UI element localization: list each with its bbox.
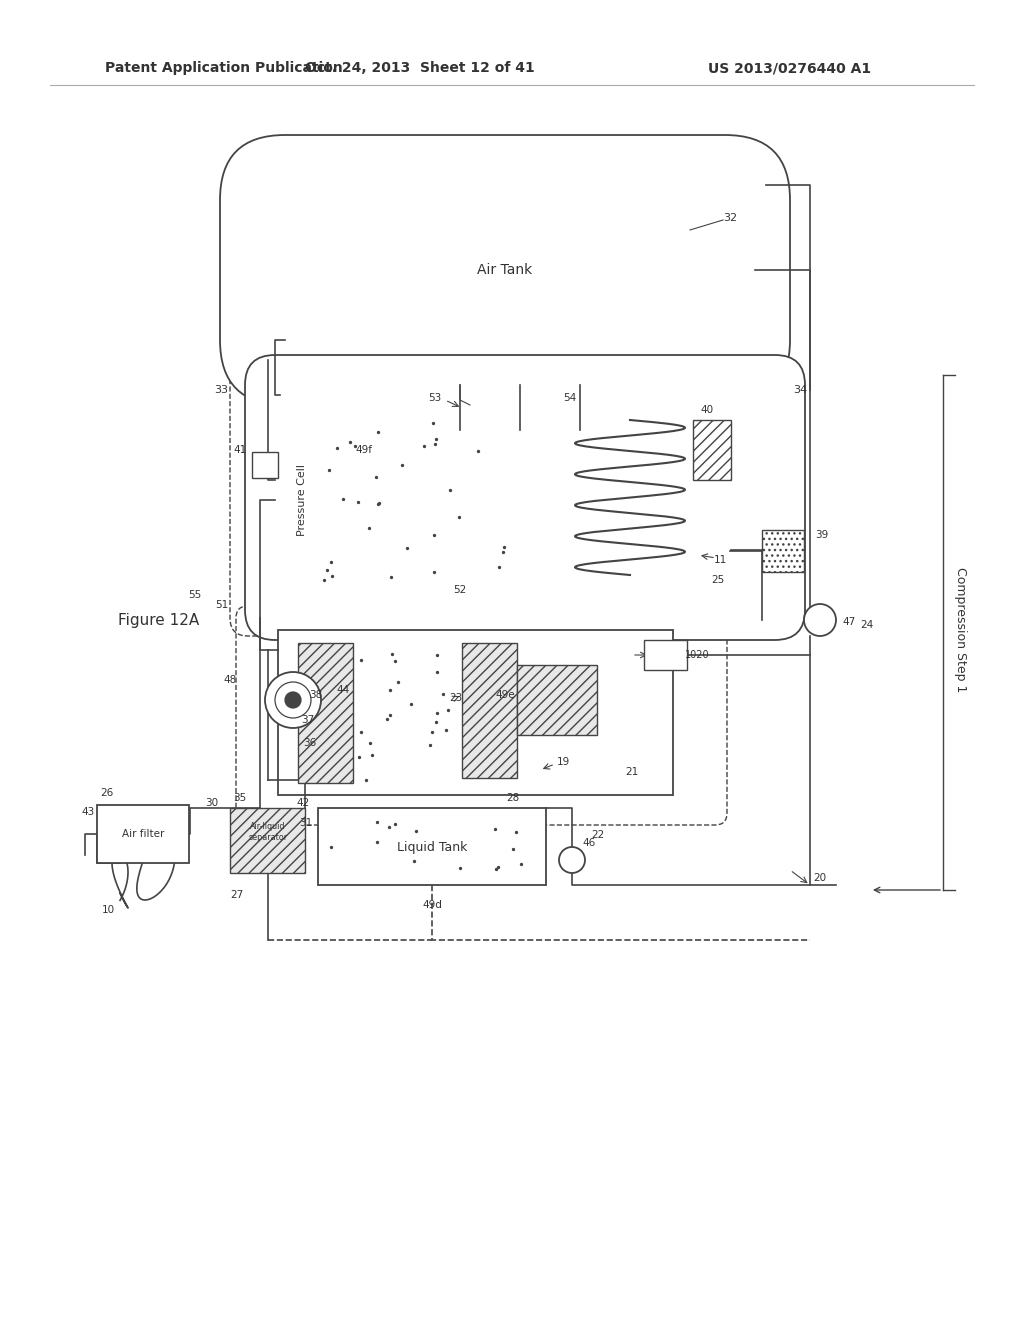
FancyBboxPatch shape: [220, 135, 790, 405]
Bar: [762, 531, 804, 572]
Text: 49d: 49d: [422, 900, 442, 909]
Bar: [644, 640, 687, 671]
Bar: [278, 630, 673, 795]
Text: 54: 54: [563, 393, 577, 403]
Text: 30: 30: [205, 799, 218, 808]
Text: 36: 36: [303, 738, 316, 748]
Bar: [462, 643, 517, 777]
Bar: [252, 451, 278, 478]
Text: 52: 52: [454, 585, 467, 595]
Text: Air-liquid
separator: Air-liquid separator: [249, 822, 288, 842]
Text: 11: 11: [714, 554, 727, 565]
Text: 28: 28: [506, 793, 519, 803]
Text: US 2013/0276440 A1: US 2013/0276440 A1: [709, 61, 871, 75]
Text: 22: 22: [591, 830, 604, 840]
Text: 55: 55: [188, 590, 202, 601]
Text: 35: 35: [233, 793, 246, 803]
Text: 19: 19: [556, 756, 569, 767]
Bar: [298, 643, 353, 783]
Bar: [318, 808, 546, 884]
Text: Figure 12A: Figure 12A: [118, 612, 200, 627]
Circle shape: [275, 682, 311, 718]
Text: 1020: 1020: [685, 649, 710, 660]
Text: 46: 46: [582, 838, 595, 847]
Text: 23: 23: [449, 693, 462, 704]
Text: Patent Application Publication: Patent Application Publication: [105, 61, 343, 75]
Text: 44: 44: [336, 685, 349, 696]
Text: 49f: 49f: [355, 445, 372, 455]
Bar: [97, 805, 189, 863]
Text: Air filter: Air filter: [122, 829, 164, 840]
Text: Air Tank: Air Tank: [477, 263, 532, 277]
Circle shape: [804, 605, 836, 636]
Text: 31: 31: [299, 818, 312, 828]
Text: Oct. 24, 2013  Sheet 12 of 41: Oct. 24, 2013 Sheet 12 of 41: [305, 61, 535, 75]
Text: Pressure Cell: Pressure Cell: [297, 465, 307, 536]
Bar: [517, 665, 597, 735]
Text: 37: 37: [301, 715, 314, 725]
Text: 53: 53: [428, 393, 441, 403]
Circle shape: [265, 672, 321, 729]
Bar: [230, 808, 305, 873]
Text: 48: 48: [223, 675, 237, 685]
Text: 25: 25: [712, 576, 725, 585]
Circle shape: [559, 847, 585, 873]
Text: 34: 34: [793, 385, 807, 395]
Text: 41: 41: [233, 445, 247, 455]
Circle shape: [285, 692, 301, 708]
Text: 26: 26: [100, 788, 114, 799]
Text: 32: 32: [723, 213, 737, 223]
FancyBboxPatch shape: [245, 355, 805, 640]
Text: 10: 10: [101, 906, 115, 915]
Text: 27: 27: [230, 890, 244, 900]
Text: 21: 21: [626, 767, 639, 777]
Text: 49e: 49e: [496, 690, 515, 700]
Text: Liquid Tank: Liquid Tank: [397, 841, 467, 854]
Text: 38: 38: [309, 690, 323, 700]
Text: 43: 43: [82, 807, 95, 817]
Text: 24: 24: [860, 620, 873, 630]
Text: 20: 20: [813, 873, 826, 883]
Text: 39: 39: [815, 531, 828, 540]
Bar: [693, 420, 731, 480]
Text: 42: 42: [296, 799, 309, 808]
Text: 40: 40: [700, 405, 713, 414]
Text: 33: 33: [214, 385, 228, 395]
Text: Compression Step 1: Compression Step 1: [953, 568, 967, 693]
Text: 51: 51: [215, 601, 228, 610]
Text: 47: 47: [842, 616, 855, 627]
